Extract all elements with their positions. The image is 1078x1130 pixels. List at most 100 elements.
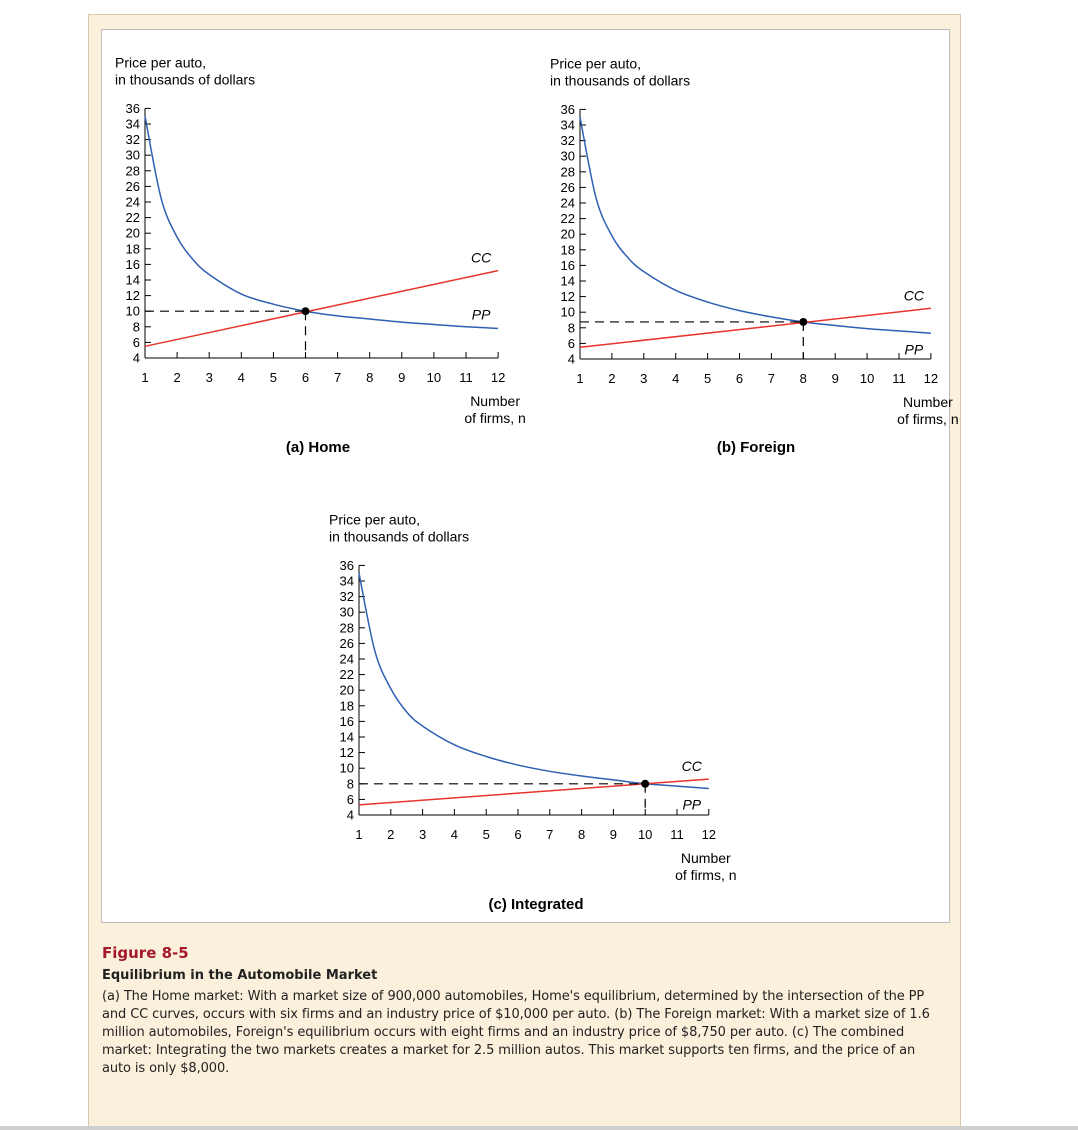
x-tick-label: 9 xyxy=(398,370,405,385)
series-label-cc: CC xyxy=(904,287,925,303)
x-tick-label: 11 xyxy=(670,827,684,842)
y-tick-label: 20 xyxy=(561,227,575,242)
x-tick-label: 3 xyxy=(206,370,213,385)
x-tick-label: 3 xyxy=(640,371,647,386)
y-tick-label: 24 xyxy=(340,652,354,667)
x-tick-label: 8 xyxy=(578,827,585,842)
x-tick-label: 7 xyxy=(546,827,553,842)
x-tick-label: 1 xyxy=(576,371,583,386)
y-axis-label: in thousands of dollars xyxy=(550,72,690,88)
chart-panel xyxy=(101,29,950,923)
series-pp-curve xyxy=(358,573,709,790)
x-tick-label: 10 xyxy=(860,371,874,386)
x-tick-label: 6 xyxy=(514,827,521,842)
y-tick-label: 4 xyxy=(347,808,354,823)
x-tick-label: 8 xyxy=(800,371,807,386)
figure-title: Equilibrium in the Automobile Market xyxy=(102,968,378,983)
charts-svg: Price per auto,in thousands of dollars46… xyxy=(115,54,959,913)
x-tick-label: 3 xyxy=(419,827,426,842)
y-tick-label: 6 xyxy=(347,792,354,807)
y-tick-label: 30 xyxy=(561,149,575,164)
y-tick-label: 28 xyxy=(561,164,575,179)
y-tick-label: 12 xyxy=(126,288,140,303)
x-tick-label: 10 xyxy=(638,827,652,842)
y-tick-label: 8 xyxy=(347,776,354,791)
x-tick-label: 4 xyxy=(238,370,245,385)
chart-3: Price per auto,in thousands of dollars46… xyxy=(329,511,737,913)
x-tick-label: 7 xyxy=(768,371,775,386)
y-tick-label: 30 xyxy=(340,605,354,620)
x-tick-label: 5 xyxy=(704,371,711,386)
series-cc-curve xyxy=(579,307,931,349)
y-tick-label: 24 xyxy=(561,196,575,211)
y-tick-label: 28 xyxy=(340,620,354,635)
figure-caption: Figure 8-5 Equilibrium in the Automobile… xyxy=(102,944,942,1078)
y-tick-label: 24 xyxy=(126,195,140,210)
x-axis-label: Number xyxy=(681,850,731,866)
y-axis-label: in thousands of dollars xyxy=(329,528,469,544)
series-label-cc: CC xyxy=(471,250,492,266)
x-axis-label: of firms, n xyxy=(897,411,958,427)
x-tick-label: 2 xyxy=(173,370,180,385)
x-axis-label: of firms, n xyxy=(464,410,525,426)
x-tick-label: 6 xyxy=(302,370,309,385)
y-tick-label: 32 xyxy=(561,133,575,148)
x-tick-label: 12 xyxy=(491,370,505,385)
y-tick-label: 32 xyxy=(340,589,354,604)
x-tick-label: 10 xyxy=(427,370,441,385)
y-tick-label: 26 xyxy=(126,179,140,194)
x-tick-label: 4 xyxy=(672,371,679,386)
y-tick-label: 18 xyxy=(340,698,354,713)
x-tick-label: 12 xyxy=(924,371,938,386)
x-axis-label: of firms, n xyxy=(675,867,736,883)
y-tick-label: 14 xyxy=(126,273,140,288)
x-tick-label: 6 xyxy=(736,371,743,386)
chart-title: (a) Home xyxy=(286,439,350,456)
x-tick-label: 8 xyxy=(366,370,373,385)
chart-title: (c) Integrated xyxy=(488,896,583,913)
y-axis-label: Price per auto, xyxy=(115,54,206,70)
y-tick-label: 14 xyxy=(340,730,354,745)
chart-1: Price per auto,in thousands of dollars46… xyxy=(115,54,526,456)
series-cc-curve xyxy=(358,778,709,806)
y-tick-label: 8 xyxy=(568,320,575,335)
y-tick-label: 12 xyxy=(340,745,354,760)
series-label-pp: PP xyxy=(905,341,924,357)
page-bottom-rule xyxy=(0,1126,1078,1130)
series-label-pp: PP xyxy=(472,306,491,322)
y-tick-label: 26 xyxy=(561,180,575,195)
x-tick-label: 12 xyxy=(702,827,716,842)
x-tick-label: 9 xyxy=(610,827,617,842)
x-tick-label: 1 xyxy=(141,370,148,385)
y-tick-label: 34 xyxy=(340,574,354,589)
x-tick-label: 7 xyxy=(334,370,341,385)
x-axis-label: Number xyxy=(903,394,953,410)
y-tick-label: 20 xyxy=(126,226,140,241)
y-tick-label: 30 xyxy=(126,148,140,163)
y-tick-label: 6 xyxy=(133,335,140,350)
x-tick-label: 11 xyxy=(892,371,906,386)
y-tick-label: 22 xyxy=(126,210,140,225)
y-tick-label: 18 xyxy=(561,242,575,257)
y-tick-label: 34 xyxy=(126,117,140,132)
chart-title: (b) Foreign xyxy=(717,439,795,456)
equilibrium-point xyxy=(641,779,650,788)
x-tick-label: 5 xyxy=(270,370,277,385)
y-tick-label: 18 xyxy=(126,241,140,256)
series-label-pp: PP xyxy=(682,796,701,812)
y-tick-label: 36 xyxy=(340,558,354,573)
y-tick-label: 12 xyxy=(561,289,575,304)
y-tick-label: 22 xyxy=(340,667,354,682)
x-tick-label: 2 xyxy=(608,371,615,386)
y-tick-label: 36 xyxy=(126,101,140,116)
y-tick-label: 4 xyxy=(568,352,575,367)
y-axis-label: Price per auto, xyxy=(329,511,420,527)
y-tick-label: 28 xyxy=(126,163,140,178)
y-tick-label: 20 xyxy=(340,683,354,698)
x-tick-label: 4 xyxy=(451,827,458,842)
figure-number: Figure 8-5 xyxy=(102,944,189,962)
y-tick-label: 4 xyxy=(133,351,140,366)
chart-2: Price per auto,in thousands of dollars46… xyxy=(550,55,959,456)
series-cc-curve xyxy=(144,269,499,348)
y-tick-label: 26 xyxy=(340,636,354,651)
